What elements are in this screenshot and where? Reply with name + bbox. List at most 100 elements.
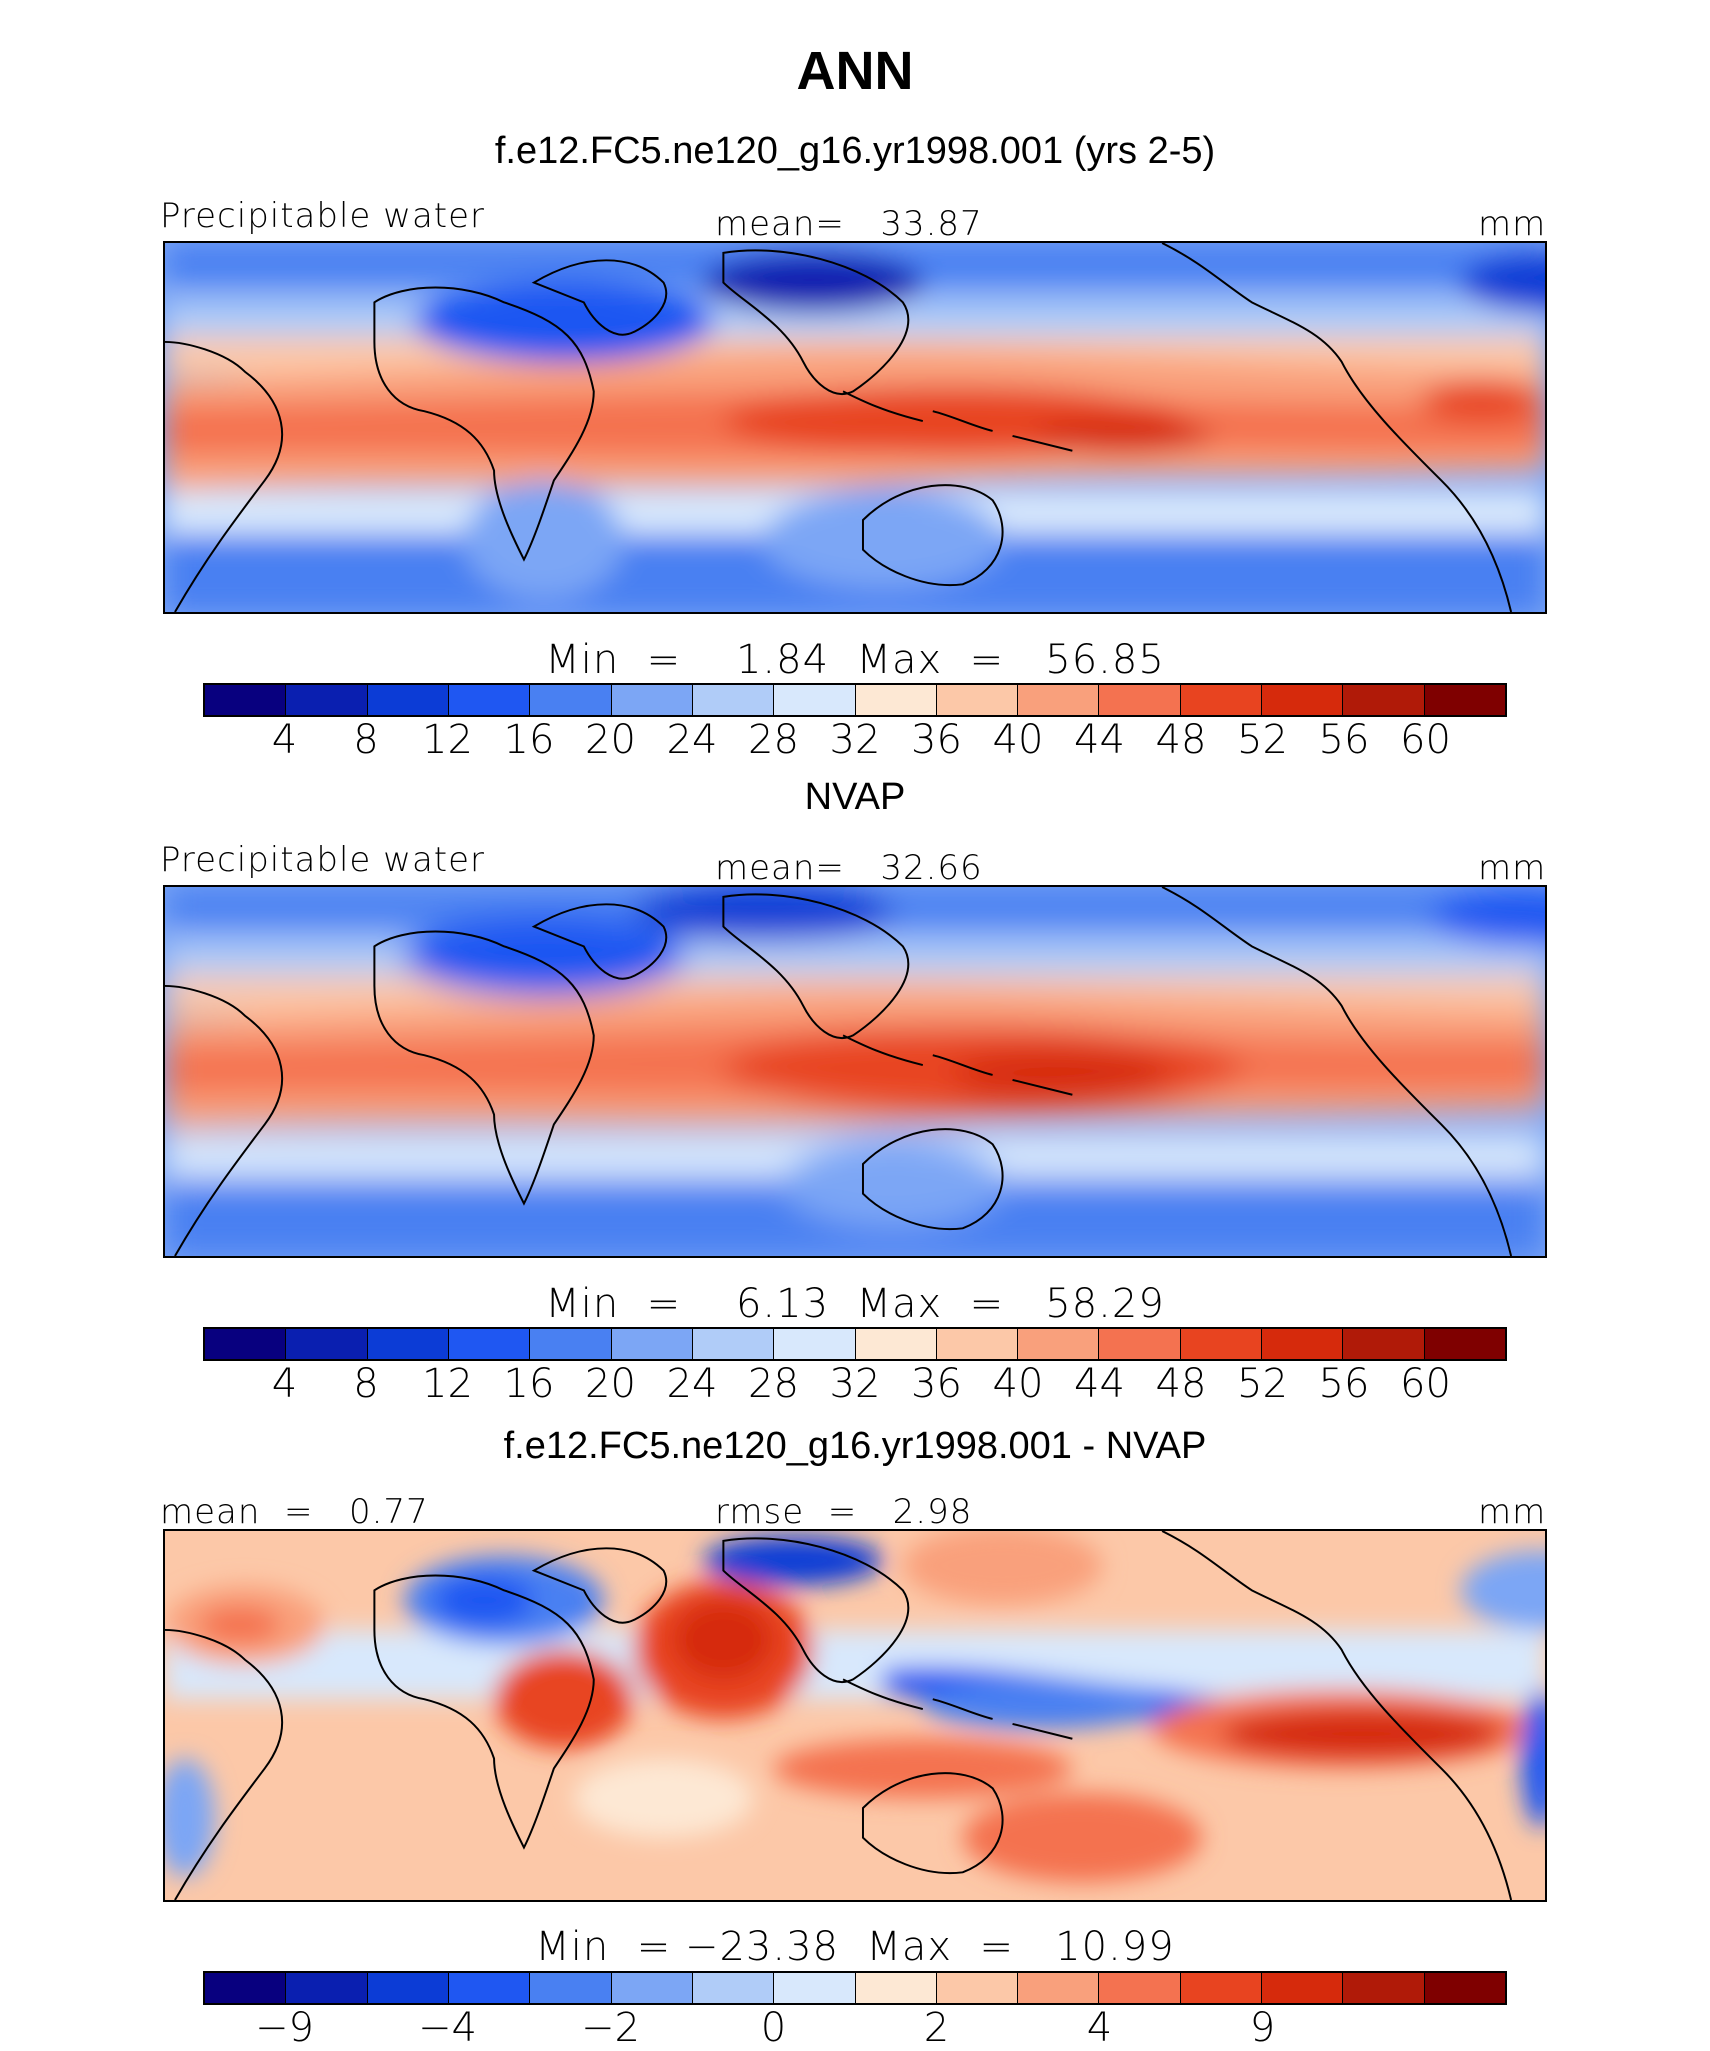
panel-3-map <box>163 1529 1547 1902</box>
colorbar-tick-label: 60 <box>1400 717 1451 763</box>
colorbar-segment <box>692 685 775 715</box>
colorbar-segment <box>1099 1973 1181 2003</box>
panel-2-colorbar <box>203 1327 1507 1361</box>
colorbar-tick-label: 44 <box>1074 717 1125 763</box>
panel-3-mean-label: mean = 0.77 <box>160 1492 429 1532</box>
panel-3-colorbar-ticks: −9 −4 −2 0 2 4 9 <box>203 2003 1507 2051</box>
colorbar-segment <box>286 1329 368 1359</box>
colorbar-segment <box>530 685 612 715</box>
colorbar-tick-label: 32 <box>829 1361 881 1407</box>
colorbar-tick-label: 56 <box>1318 717 1370 763</box>
panel-1-colorbar <box>203 683 1507 717</box>
figure-title: ANN <box>796 41 914 101</box>
colorbar-segment <box>936 1329 1019 1359</box>
colorbar-tick-label: 36 <box>911 717 962 763</box>
panel-2-title: NVAP <box>804 776 906 818</box>
colorbar-tick-label: 16 <box>503 717 555 763</box>
colorbar-tick-label: −4 <box>418 2005 477 2051</box>
colorbar-segment <box>611 1973 693 2003</box>
colorbar-tick-label: 12 <box>422 717 473 763</box>
colorbar-segment <box>1018 1329 1100 1359</box>
panel-2-map <box>163 885 1547 1258</box>
colorbar-segment <box>286 1973 368 2003</box>
panel-1-colorbar-ticks: 4 8 12 16 20 24 28 32 36 40 44 48 52 56 60 <box>203 715 1507 765</box>
colorbar-segment <box>855 1973 937 2003</box>
colorbar-segment <box>1262 1329 1344 1359</box>
colorbar-tick-label: 0 <box>760 2005 787 2051</box>
colorbar-segment <box>205 1973 287 2003</box>
panel-2-contour-field <box>165 887 1545 1256</box>
colorbar-segment <box>205 685 287 715</box>
colorbar-segment <box>611 685 693 715</box>
colorbar-segment <box>936 1973 1019 2003</box>
colorbar-tick-label: 40 <box>992 1361 1044 1407</box>
colorbar-tick-label: 4 <box>271 1361 298 1407</box>
colorbar-segment <box>448 1973 531 2003</box>
panel-1-coastlines <box>165 243 1513 612</box>
colorbar-tick-label: 48 <box>1155 1361 1207 1407</box>
colorbar-tick-label: 4 <box>1086 2005 1113 2051</box>
colorbar-segment <box>1424 1329 1505 1359</box>
colorbar-segment <box>774 1973 856 2003</box>
colorbar-tick-label: 4 <box>271 717 298 763</box>
colorbar-segment <box>1180 1329 1263 1359</box>
panel-1-min-max: Min = 1.84 Max = 56.85 <box>545 637 1165 683</box>
panel-2-coastlines <box>165 887 1513 1256</box>
colorbar-tick-label: 9 <box>1249 2005 1276 2051</box>
colorbar-segment <box>936 685 1019 715</box>
panel-2-units-label: mm <box>1478 848 1547 888</box>
colorbar-segment <box>530 1329 612 1359</box>
colorbar-segment <box>855 685 937 715</box>
colorbar-tick-label: −9 <box>255 2005 314 2051</box>
colorbar-segment <box>774 1329 856 1359</box>
colorbar-segment <box>774 685 856 715</box>
panel-3-units-label: mm <box>1478 1492 1547 1532</box>
colorbar-tick-label: 8 <box>353 717 379 763</box>
panel-1-variable-label: Precipitable water <box>160 196 486 236</box>
panel-2-variable-label: Precipitable water <box>160 840 486 880</box>
colorbar-segment <box>1343 685 1425 715</box>
colorbar-segment <box>367 1329 449 1359</box>
colorbar-tick-label: 20 <box>585 1361 636 1407</box>
colorbar-segment <box>286 685 368 715</box>
colorbar-tick-label: 16 <box>503 1361 555 1407</box>
colorbar-tick-label: 24 <box>666 717 718 763</box>
colorbar-tick-label: 36 <box>911 1361 962 1407</box>
colorbar-segment <box>855 1329 937 1359</box>
colorbar-tick-label: 52 <box>1237 1361 1288 1407</box>
colorbar-segment <box>367 685 449 715</box>
colorbar-tick-label: −2 <box>581 2005 640 2051</box>
colorbar-tick-label: 60 <box>1400 1361 1451 1407</box>
colorbar-segment <box>448 685 531 715</box>
colorbar-segment <box>1180 1973 1263 2003</box>
colorbar-tick-label: 44 <box>1074 1361 1125 1407</box>
colorbar-segment <box>1099 1329 1181 1359</box>
colorbar-segment <box>692 1329 775 1359</box>
panel-1-contour-field <box>165 243 1545 612</box>
colorbar-tick-label: 24 <box>666 1361 718 1407</box>
panel-3-coastlines <box>165 1531 1513 1900</box>
colorbar-tick-label: 32 <box>829 717 881 763</box>
colorbar-segment <box>530 1973 612 2003</box>
panel-1-units-label: mm <box>1478 204 1547 244</box>
colorbar-tick-label: 48 <box>1155 717 1207 763</box>
colorbar-segment <box>611 1329 693 1359</box>
colorbar-segment <box>692 1973 775 2003</box>
colorbar-segment <box>1343 1329 1425 1359</box>
colorbar-tick-label: 28 <box>748 717 799 763</box>
panel-3-min-max: Min = −23.38 Max = 10.99 <box>535 1924 1175 1970</box>
colorbar-tick-label: 56 <box>1318 1361 1370 1407</box>
colorbar-segment <box>1424 685 1505 715</box>
colorbar-segment <box>1262 685 1344 715</box>
panel-3-title: f.e12.FC5.ne120_g16.yr1998.001 - NVAP <box>503 1425 1207 1467</box>
panel-2-mean-label: mean= 32.66 <box>715 848 983 888</box>
colorbar-segment <box>1262 1973 1344 2003</box>
colorbar-segment <box>1018 685 1100 715</box>
panel-3-colorbar <box>203 1971 1507 2005</box>
colorbar-segment <box>367 1973 449 2003</box>
colorbar-tick-label: 52 <box>1237 717 1288 763</box>
colorbar-tick-label: 28 <box>748 1361 799 1407</box>
colorbar-segment <box>1180 685 1263 715</box>
colorbar-tick-label: 40 <box>992 717 1044 763</box>
panel-1-map <box>163 241 1547 614</box>
